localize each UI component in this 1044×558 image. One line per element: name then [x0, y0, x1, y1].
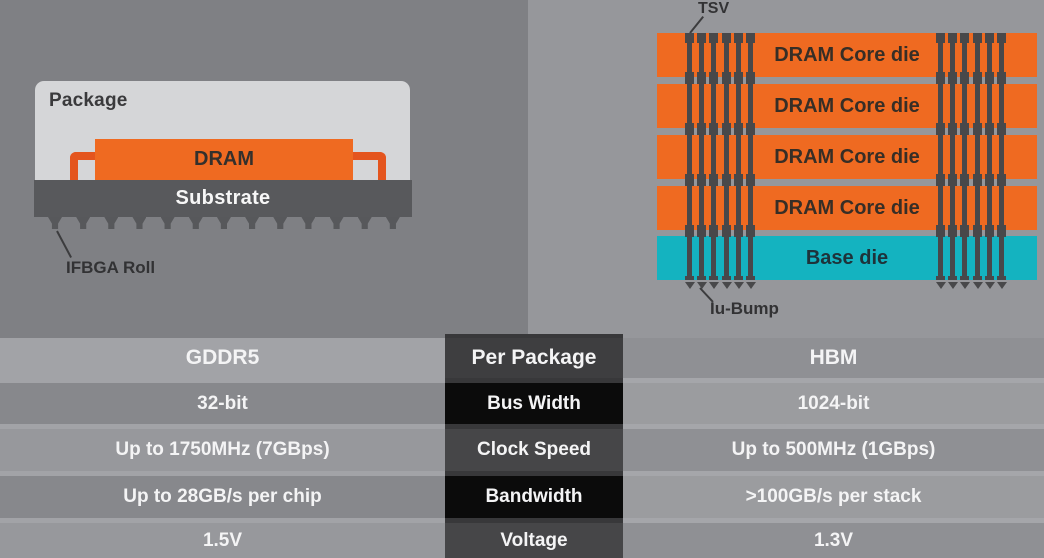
lead-frame-left [70, 152, 105, 188]
tsv-via-line [948, 33, 957, 280]
table-cell-hbm-bus-width: 1024-bit [623, 383, 1044, 424]
package-label: Package [49, 90, 128, 111]
table-cell-hbm-voltage: 1.3V [623, 523, 1044, 558]
bga-ball [48, 217, 62, 229]
metric-label-voltage: Voltage [445, 523, 623, 558]
table-cell-gddr5-voltage: 1.5V [0, 523, 445, 558]
tsv-via-line [936, 33, 945, 280]
tsv-via-line [685, 33, 694, 280]
ifbga-leader-line [56, 230, 72, 258]
bga-ball [216, 217, 231, 229]
table-cell-hbm-clock-speed: Up to 500MHz (1GBps) [623, 429, 1044, 471]
bga-ball [76, 217, 91, 229]
tsv-via-line [960, 33, 969, 280]
bga-ball [273, 217, 288, 229]
tsv-label: TSV [698, 0, 730, 17]
bga-ball [160, 217, 175, 229]
table-column-metrics: Per Package Bus Width Clock Speed Bandwi… [445, 334, 623, 558]
tsv-via-line [709, 33, 718, 280]
lead-frame-right [351, 152, 386, 188]
bga-ball [385, 217, 400, 229]
table-cell-hbm-bandwidth: >100GB/s per stack [623, 476, 1044, 518]
tsv-via-line [734, 33, 743, 280]
bga-ball [329, 217, 344, 229]
bga-ball [245, 217, 260, 229]
bga-ball [357, 217, 372, 229]
substrate-bar: Substrate [34, 180, 412, 217]
bga-ball [188, 217, 203, 229]
table-column-gddr5: GDDR5 32-bit Up to 1750MHz (7GBps) Up to… [0, 338, 445, 558]
table-cell-gddr5-bandwidth: Up to 28GB/s per chip [0, 476, 445, 518]
column-header-gddr5: GDDR5 [0, 338, 445, 378]
metric-label-bandwidth: Bandwidth [445, 476, 623, 518]
bga-ball [132, 217, 147, 229]
tsv-via-group-left [685, 33, 755, 280]
column-header-per-package: Per Package [445, 338, 623, 378]
tsv-via-line [722, 33, 731, 280]
column-header-hbm: HBM [623, 338, 1044, 378]
table-column-hbm: HBM 1024-bit Up to 500MHz (1GBps) >100GB… [623, 338, 1044, 558]
table-cell-gddr5-bus-width: 32-bit [0, 383, 445, 424]
metric-label-bus-width: Bus Width [445, 383, 623, 424]
bga-ball [104, 217, 119, 229]
tsv-via-line [985, 33, 994, 280]
table-cell-gddr5-clock-speed: Up to 1750MHz (7GBps) [0, 429, 445, 471]
microbump-label: Iu-Bump [710, 299, 779, 318]
tsv-via-group-right [936, 33, 1006, 280]
tsv-via-line [746, 33, 755, 280]
dram-chip: DRAM [95, 139, 353, 180]
bga-ball [301, 217, 316, 229]
ifbga-ball-label: IFBGA Roll [66, 258, 156, 277]
tsv-via-line [997, 33, 1006, 280]
bga-balls-row [48, 217, 400, 229]
metric-label-clock-speed: Clock Speed [445, 429, 623, 471]
tsv-via-line [973, 33, 982, 280]
tsv-via-line [697, 33, 706, 280]
